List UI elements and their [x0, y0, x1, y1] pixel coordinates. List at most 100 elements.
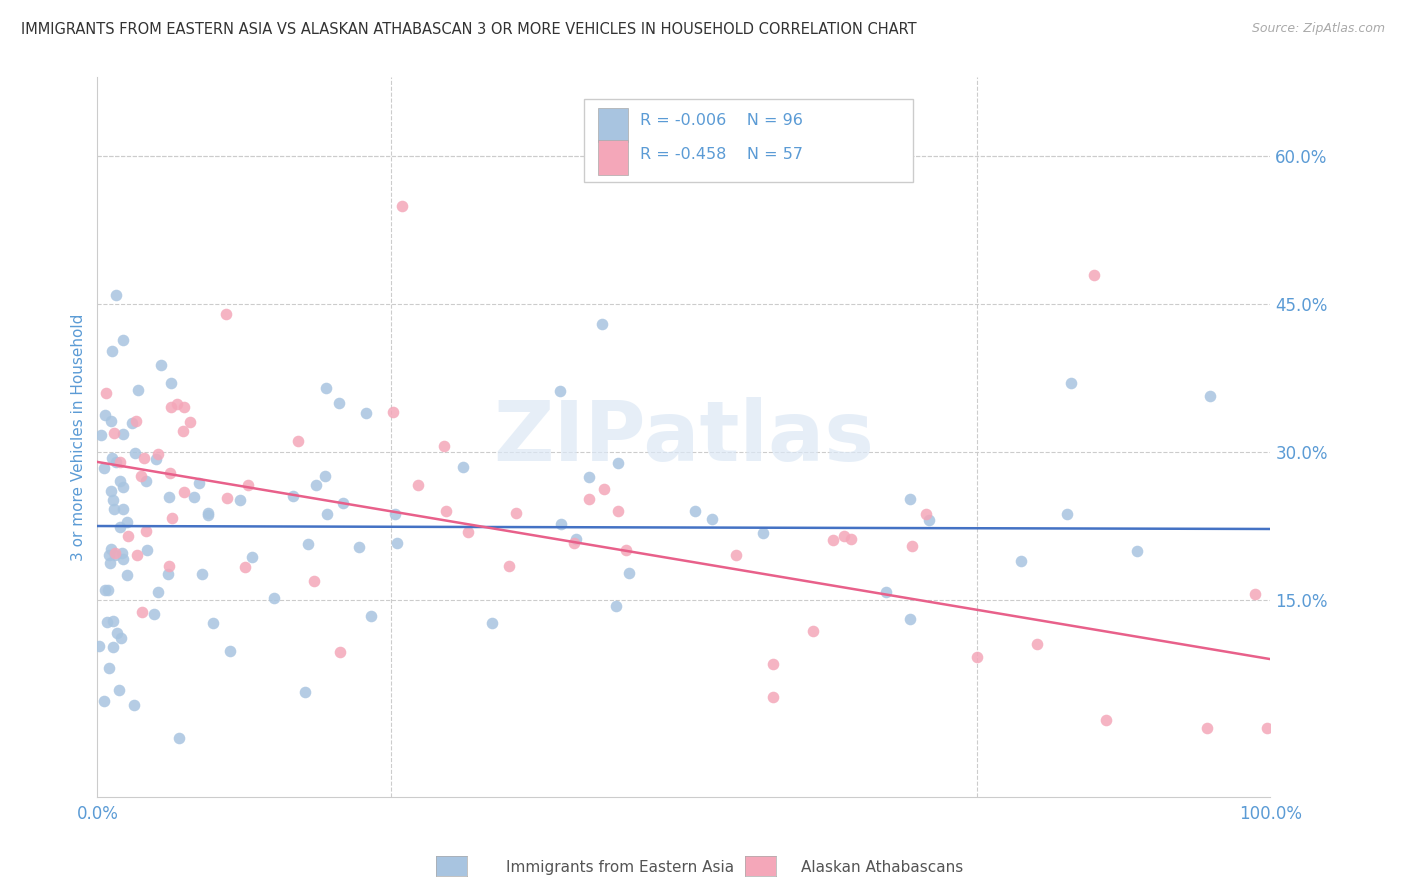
Point [918, 513, 941, 527]
Point [432, 439, 454, 453]
Text: Source: ZipAtlas.com: Source: ZipAtlas.com [1251, 22, 1385, 36]
Point [548, 384, 571, 398]
Point [145, 451, 167, 466]
Point [129, 469, 152, 483]
Point [90, 428, 112, 442]
Point [752, 525, 775, 540]
Point [606, 457, 628, 471]
Point [105, 455, 128, 469]
Point [607, 503, 630, 517]
Point [97, 583, 120, 598]
Point [505, 506, 527, 520]
Point [408, 478, 430, 492]
Point [115, 568, 138, 582]
Point [700, 512, 723, 526]
Point [287, 434, 309, 449]
Point [157, 558, 180, 573]
Point [135, 474, 157, 488]
Point [263, 591, 285, 606]
Point [434, 504, 457, 518]
Point [105, 625, 128, 640]
Point [110, 631, 132, 645]
Point [150, 358, 173, 372]
Point [332, 496, 354, 510]
Point [93, 461, 115, 475]
Point [1126, 544, 1149, 558]
Point [89, 639, 111, 653]
Point [101, 640, 124, 654]
Point [201, 615, 224, 630]
Point [112, 551, 135, 566]
Point [1198, 389, 1220, 403]
Point [1025, 637, 1047, 651]
Point [329, 644, 352, 658]
Point [801, 624, 824, 639]
Point [166, 397, 188, 411]
Point [457, 525, 479, 540]
Point [605, 599, 627, 613]
Point [197, 508, 219, 522]
Point [360, 609, 382, 624]
Point [124, 446, 146, 460]
Point [219, 643, 242, 657]
Text: Alaskan Athabascans: Alaskan Athabascans [801, 860, 963, 874]
Point [104, 548, 127, 562]
Text: R = -0.458    N = 57: R = -0.458 N = 57 [641, 147, 803, 162]
Y-axis label: 3 or more Vehicles in Household: 3 or more Vehicles in Household [72, 314, 86, 561]
Point [179, 415, 201, 429]
Point [94, 385, 117, 400]
Point [105, 287, 128, 301]
Point [578, 492, 600, 507]
Point [685, 504, 707, 518]
Point [131, 605, 153, 619]
Point [1083, 268, 1105, 282]
Point [103, 425, 125, 440]
Point [387, 536, 409, 550]
Point [1244, 587, 1267, 601]
Point [169, 731, 191, 745]
Point [159, 467, 181, 481]
Point [761, 657, 783, 672]
Point [316, 507, 339, 521]
Point [565, 532, 588, 546]
Point [111, 426, 134, 441]
Point [111, 502, 134, 516]
Point [127, 549, 149, 563]
Point [725, 548, 748, 562]
Point [160, 511, 183, 525]
Point [315, 381, 337, 395]
Point [117, 515, 139, 529]
Point [108, 520, 131, 534]
Point [157, 490, 180, 504]
Point [915, 507, 938, 521]
Point [839, 532, 862, 546]
Point [108, 474, 131, 488]
Point [111, 333, 134, 347]
Point [101, 344, 124, 359]
Point [108, 455, 131, 469]
Point [617, 566, 640, 580]
Point [108, 683, 131, 698]
Point [384, 507, 406, 521]
Point [173, 400, 195, 414]
Point [550, 516, 572, 531]
Point [614, 542, 637, 557]
Point [1256, 721, 1278, 735]
Point [215, 307, 238, 321]
Point [94, 583, 117, 598]
Point [875, 585, 897, 599]
Point [294, 685, 316, 699]
Point [100, 484, 122, 499]
Point [98, 556, 121, 570]
Point [148, 585, 170, 599]
FancyBboxPatch shape [598, 108, 627, 142]
Point [314, 469, 336, 483]
Point [832, 529, 855, 543]
Point [236, 478, 259, 492]
Point [821, 533, 844, 547]
Point [578, 469, 600, 483]
Point [498, 559, 520, 574]
Point [103, 502, 125, 516]
Point [100, 450, 122, 465]
Point [347, 540, 370, 554]
